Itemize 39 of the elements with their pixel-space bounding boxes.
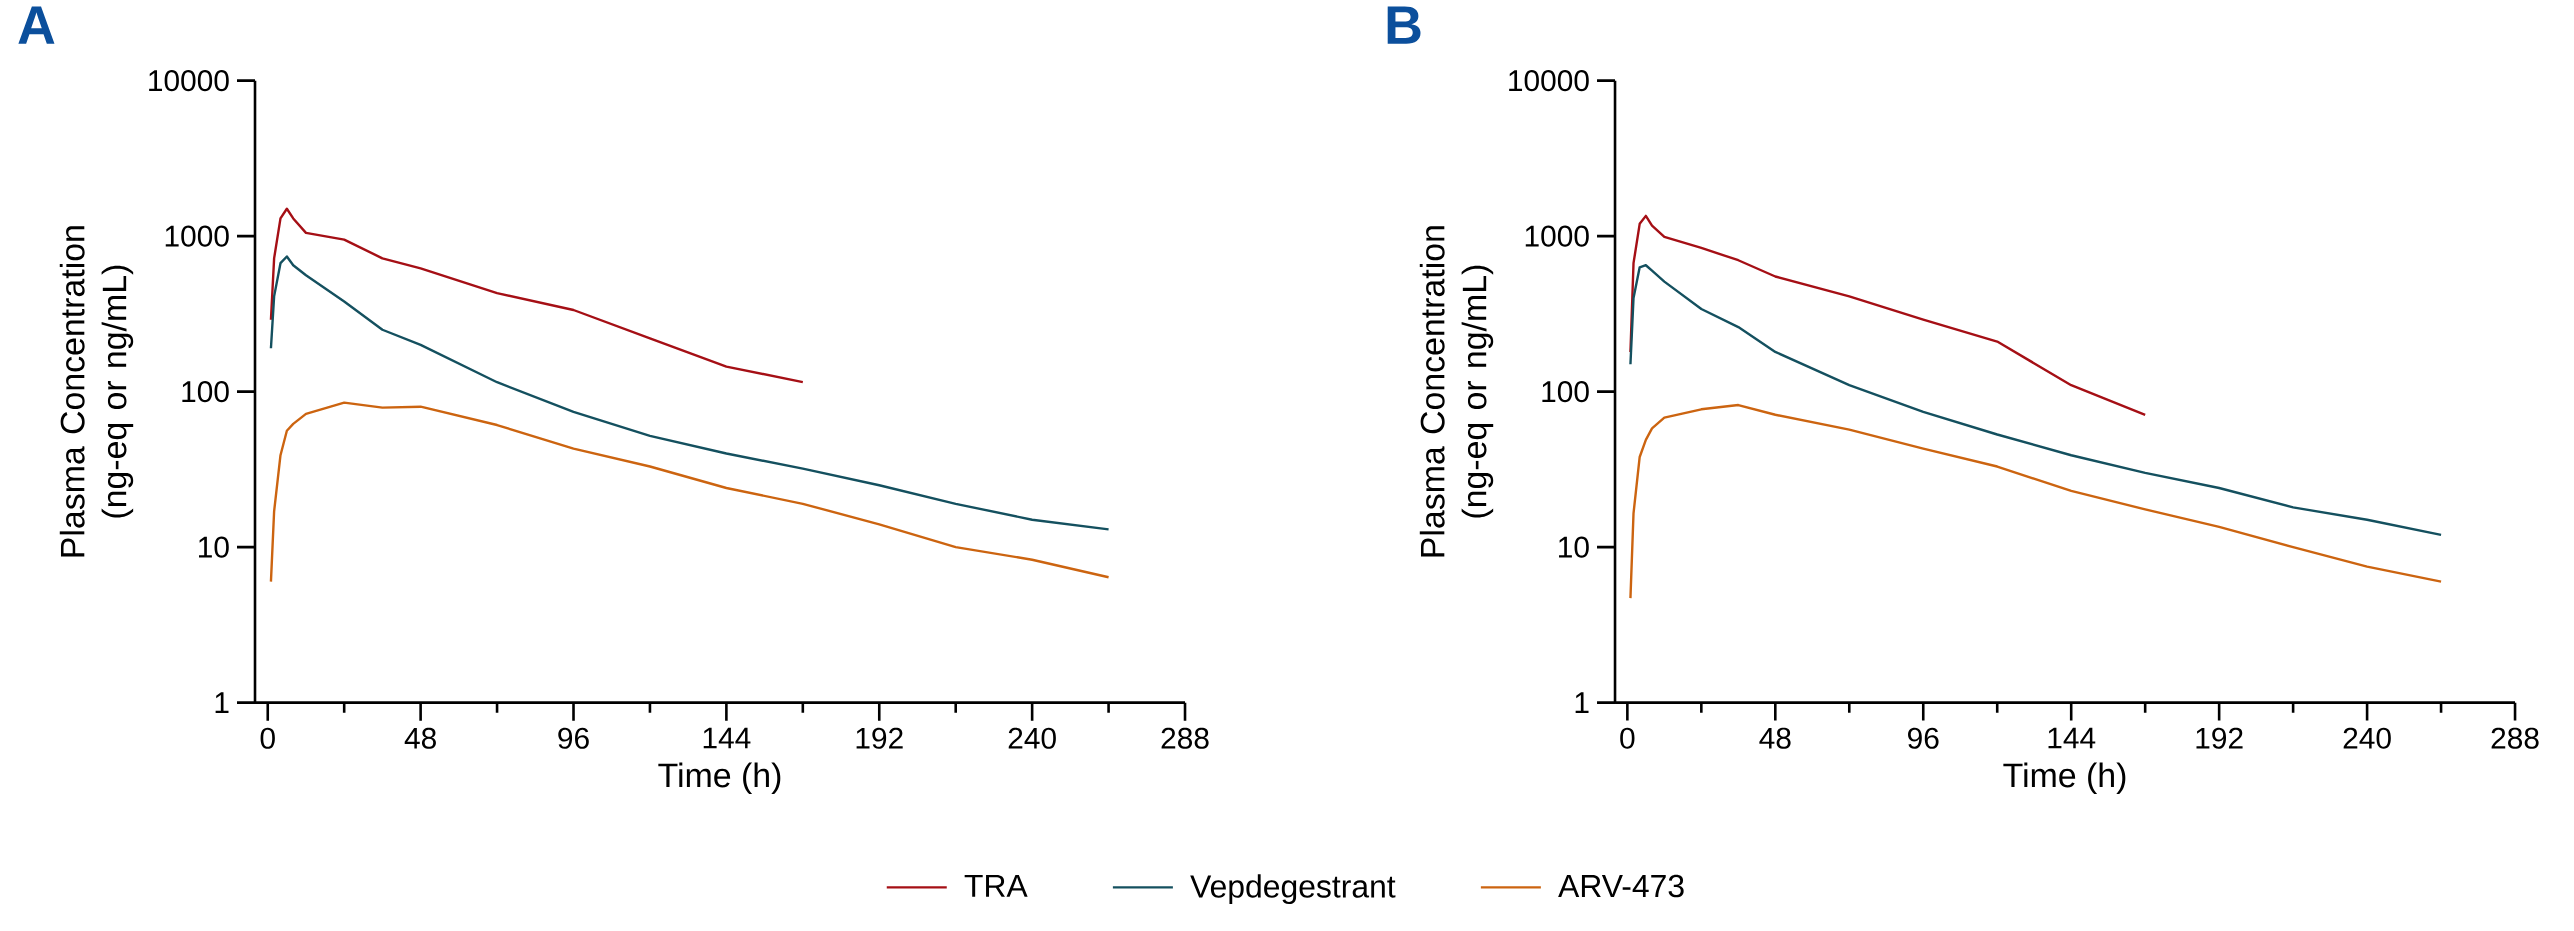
y-tick-label: 100 bbox=[182, 381, 229, 403]
x-tick-label: 96 bbox=[1908, 727, 1939, 749]
x-tick-label: 0 bbox=[260, 727, 275, 749]
x-tick-label: 288 bbox=[2491, 727, 2539, 749]
line-series bbox=[269, 207, 805, 384]
x-tick-label: 192 bbox=[856, 727, 903, 749]
y-tick-label: 100 bbox=[1542, 381, 1589, 403]
y-axis-title: Plasma Concentration (ng-eq or ng/mL) bbox=[59, 226, 134, 557]
x-tick-label: 144 bbox=[703, 727, 751, 749]
y-tick-label: 1 bbox=[1575, 692, 1589, 714]
legend-label: ARV-473 bbox=[1558, 874, 1684, 898]
chart-title: B bbox=[1387, 6, 1421, 44]
x-tick-label: 144 bbox=[2048, 727, 2096, 749]
line-series bbox=[1629, 214, 2147, 417]
y-tick-label: 1000 bbox=[1525, 225, 1589, 247]
x-tick-label: 240 bbox=[1008, 727, 1056, 749]
chart-title: A bbox=[18, 6, 55, 44]
x-axis-title: Time (h) bbox=[2003, 762, 2126, 795]
x-tick-label: 192 bbox=[2196, 727, 2243, 749]
line-series bbox=[1629, 264, 2443, 537]
x-axis-title: Time (h) bbox=[658, 762, 781, 795]
y-tick-label: 10000 bbox=[149, 70, 229, 92]
y-tick-label: 10000 bbox=[1509, 70, 1589, 92]
line-series bbox=[269, 401, 1110, 584]
y-tick-label: 1 bbox=[215, 692, 229, 714]
x-tick-label: 48 bbox=[1759, 727, 1791, 749]
x-tick-label: 0 bbox=[1620, 727, 1635, 749]
x-tick-label: 96 bbox=[558, 727, 589, 749]
y-tick-label: 1000 bbox=[165, 225, 229, 247]
x-tick-label: 240 bbox=[2343, 727, 2391, 749]
legend-label: TRA bbox=[964, 875, 1028, 898]
y-tick-label: 10 bbox=[199, 536, 229, 558]
line-series bbox=[1629, 404, 2443, 600]
x-tick-label: 288 bbox=[1161, 727, 1209, 749]
y-axis-title: Plasma Concentration (ng-eq or ng/mL) bbox=[1419, 226, 1494, 557]
x-tick-label: 48 bbox=[404, 727, 436, 749]
line-series bbox=[269, 255, 1110, 531]
y-tick-label: 10 bbox=[1559, 536, 1589, 558]
legend-label: Vepdegestrant bbox=[1190, 874, 1396, 905]
